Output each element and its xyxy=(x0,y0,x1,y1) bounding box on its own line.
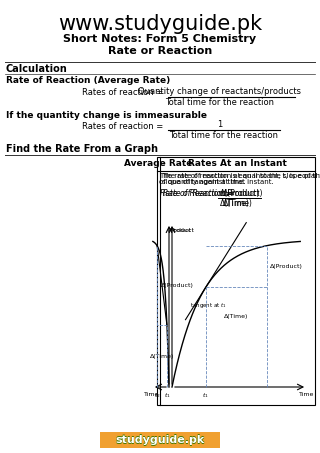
Text: Δ(Time): Δ(Time) xyxy=(224,314,248,319)
Text: Find the Rate From a Graph: Find the Rate From a Graph xyxy=(6,144,158,154)
Text: Product: Product xyxy=(167,228,191,233)
Text: Total time for the reaction: Total time for the reaction xyxy=(170,131,278,140)
Bar xyxy=(100,432,220,448)
Text: 1: 1 xyxy=(217,120,223,129)
Text: Rates of reaction =: Rates of reaction = xyxy=(82,88,163,97)
Text: Rate of Reaction =: Rate of Reaction = xyxy=(160,189,232,198)
Text: Rates of reaction =: Rates of reaction = xyxy=(82,122,163,131)
Text: Δ(Product): Δ(Product) xyxy=(220,189,260,198)
Text: Rate of Reaction =: Rate of Reaction = xyxy=(163,189,235,198)
Text: Calculation: Calculation xyxy=(6,64,68,74)
Text: www.studyguide.pk: www.studyguide.pk xyxy=(58,14,262,34)
Text: slope of tangent at that instant.: slope of tangent at that instant. xyxy=(162,179,274,185)
Text: Rate or Reaction: Rate or Reaction xyxy=(108,46,212,56)
Text: Δ(Product): Δ(Product) xyxy=(161,283,194,288)
Text: tangent at $t_1$: tangent at $t_1$ xyxy=(189,301,226,310)
Text: Δ(Product): Δ(Product) xyxy=(223,189,263,198)
Text: Short Notes: Form 5 Chemistry: Short Notes: Form 5 Chemistry xyxy=(63,34,257,44)
Text: Δ(Time): Δ(Time) xyxy=(223,199,253,208)
Text: Quantity change of reactants/products: Quantity change of reactants/products xyxy=(139,87,301,96)
Text: Δ(Time): Δ(Time) xyxy=(220,199,250,208)
Text: studyguide.pk: studyguide.pk xyxy=(116,435,204,445)
Text: Time: Time xyxy=(299,392,314,397)
Text: $t_1$: $t_1$ xyxy=(164,391,170,400)
Text: studyguide.pk: studyguide.pk xyxy=(115,435,204,445)
Text: The rate of reaction at an instant, t, is equal to the: The rate of reaction at an instant, t, i… xyxy=(162,173,320,179)
Text: Time: Time xyxy=(144,392,159,397)
Text: studyguide.pk: studyguide.pk xyxy=(116,435,205,445)
Text: studyguide.pk: studyguide.pk xyxy=(116,435,204,445)
Text: Average Rate: Average Rate xyxy=(124,159,193,169)
Text: Δ(Time): Δ(Time) xyxy=(150,354,174,359)
Text: Product: Product xyxy=(170,228,194,233)
Text: Rate of Reaction (Average Rate): Rate of Reaction (Average Rate) xyxy=(6,76,170,85)
Text: of quantity against time.: of quantity against time. xyxy=(159,179,245,185)
Text: studyguide.pk: studyguide.pk xyxy=(116,434,204,444)
Text: Total time for the reaction: Total time for the reaction xyxy=(165,98,275,107)
Text: $t_1$: $t_1$ xyxy=(202,391,209,400)
Text: If the quantity change is immeasurable: If the quantity change is immeasurable xyxy=(6,111,207,120)
Text: $t_2$: $t_2$ xyxy=(154,391,161,400)
Text: The rate of reaction is equal to the slope of the graph: The rate of reaction is equal to the slo… xyxy=(159,173,320,179)
Text: Δ(Product): Δ(Product) xyxy=(269,264,302,269)
Bar xyxy=(157,157,315,405)
Text: Rates At an Instant: Rates At an Instant xyxy=(188,159,287,169)
